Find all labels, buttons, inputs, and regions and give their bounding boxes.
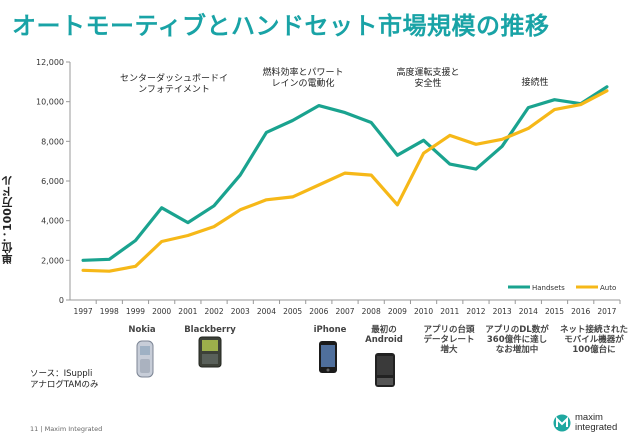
x-tick-label: 2001 <box>178 307 197 316</box>
x-tick-label: 2015 <box>545 307 564 316</box>
x-tick-label: 2016 <box>571 307 590 316</box>
label-first-android: 最初の Android <box>365 325 403 345</box>
x-tick-label: 1997 <box>74 307 93 316</box>
x-tick-label: 2017 <box>597 307 616 316</box>
page-title: オートモーティブとハンドセット市場規模の推移 <box>12 12 550 40</box>
y-tick-label: 4,000 <box>41 217 64 226</box>
label-app-downloads: アプリのDL数が 360億件に達し なお増加中 <box>485 325 549 355</box>
annotation-adas: 高度運転支援と 安全性 <box>396 68 460 89</box>
maxim-logo: maxim integrated <box>553 413 617 433</box>
footer-text: 11 | Maxim Integrated <box>30 425 103 433</box>
x-tick-label: 2006 <box>309 307 328 316</box>
y-tick-label: 8,000 <box>41 137 64 146</box>
x-tick-label: 2004 <box>257 307 276 316</box>
x-tick-label: 2010 <box>414 307 433 316</box>
x-tick-label: 2008 <box>362 307 381 316</box>
annotation-connectivity: 接続性 <box>521 78 549 88</box>
x-tick-label: 2005 <box>283 307 302 316</box>
legend-label-handsets: Handsets <box>532 284 565 292</box>
series-line-handsets <box>81 85 609 262</box>
x-tick-label: 2013 <box>493 307 512 316</box>
android-phone-icon <box>375 353 395 387</box>
label-connected-devices: ネット接続された モバイル機器が 100億台に <box>559 325 628 355</box>
x-tick-label: 2003 <box>231 307 250 316</box>
logo-line-2: integrated <box>575 422 618 433</box>
label-app-rise: アプリの台頭 データレート 増大 <box>423 325 475 355</box>
x-tick-label: 2002 <box>205 307 224 316</box>
label-nokia: Nokia <box>128 325 156 335</box>
series-line-auto <box>81 89 609 273</box>
y-tick-label: 10,000 <box>36 98 64 107</box>
logo-text: maxim integrated <box>575 413 617 433</box>
x-tick-label: 2000 <box>152 307 171 316</box>
annotation-infotainment: センターダッシュボードイ ンフォテイメント <box>119 74 228 95</box>
x-tick-label: 1998 <box>100 307 119 316</box>
nokia-phone-icon <box>136 340 154 378</box>
label-blackberry: Blackberry <box>184 325 236 335</box>
annotation-electrification: 燃料効率とパワート レインの電動化 <box>262 68 344 89</box>
y-tick-label: 2,000 <box>41 256 64 265</box>
x-tick-label: 2009 <box>388 307 407 316</box>
maxim-logo-icon <box>553 414 571 432</box>
x-tick-label: 1999 <box>126 307 145 316</box>
legend-label-auto: Auto <box>600 284 616 292</box>
y-tick-label: 6,000 <box>41 177 64 186</box>
iphone-icon <box>319 341 337 373</box>
logo-line-1: maxim <box>575 412 603 423</box>
x-tick-label: 2011 <box>440 307 459 316</box>
y-tick-label: 0 <box>59 296 64 305</box>
label-iphone: iPhone <box>313 325 347 335</box>
source-note: ソース：ISuppli アナログTAMのみ <box>30 369 99 390</box>
x-tick-label: 2007 <box>335 307 354 316</box>
y-tick-label: 12,000 <box>36 58 64 67</box>
x-tick-label: 2012 <box>466 307 485 316</box>
x-tick-label: 2014 <box>519 307 538 316</box>
blackberry-phone-icon <box>198 336 222 368</box>
